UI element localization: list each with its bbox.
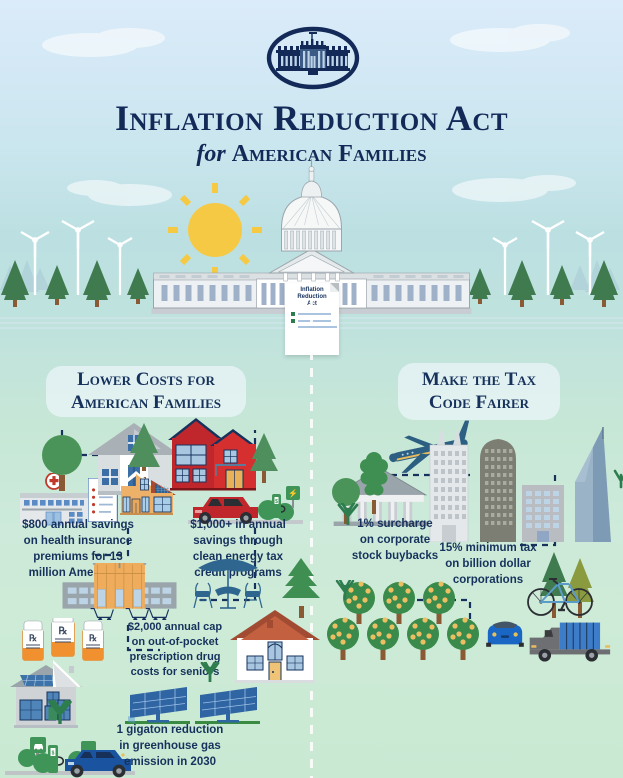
svg-text:⚡: ⚡ <box>288 488 298 498</box>
svg-text:℞: ℞ <box>29 633 37 643</box>
svg-text:℞: ℞ <box>89 633 97 643</box>
svg-text:$: $ <box>275 499 278 505</box>
svg-text:$: $ <box>52 751 55 757</box>
svg-text:℞: ℞ <box>59 626 68 637</box>
